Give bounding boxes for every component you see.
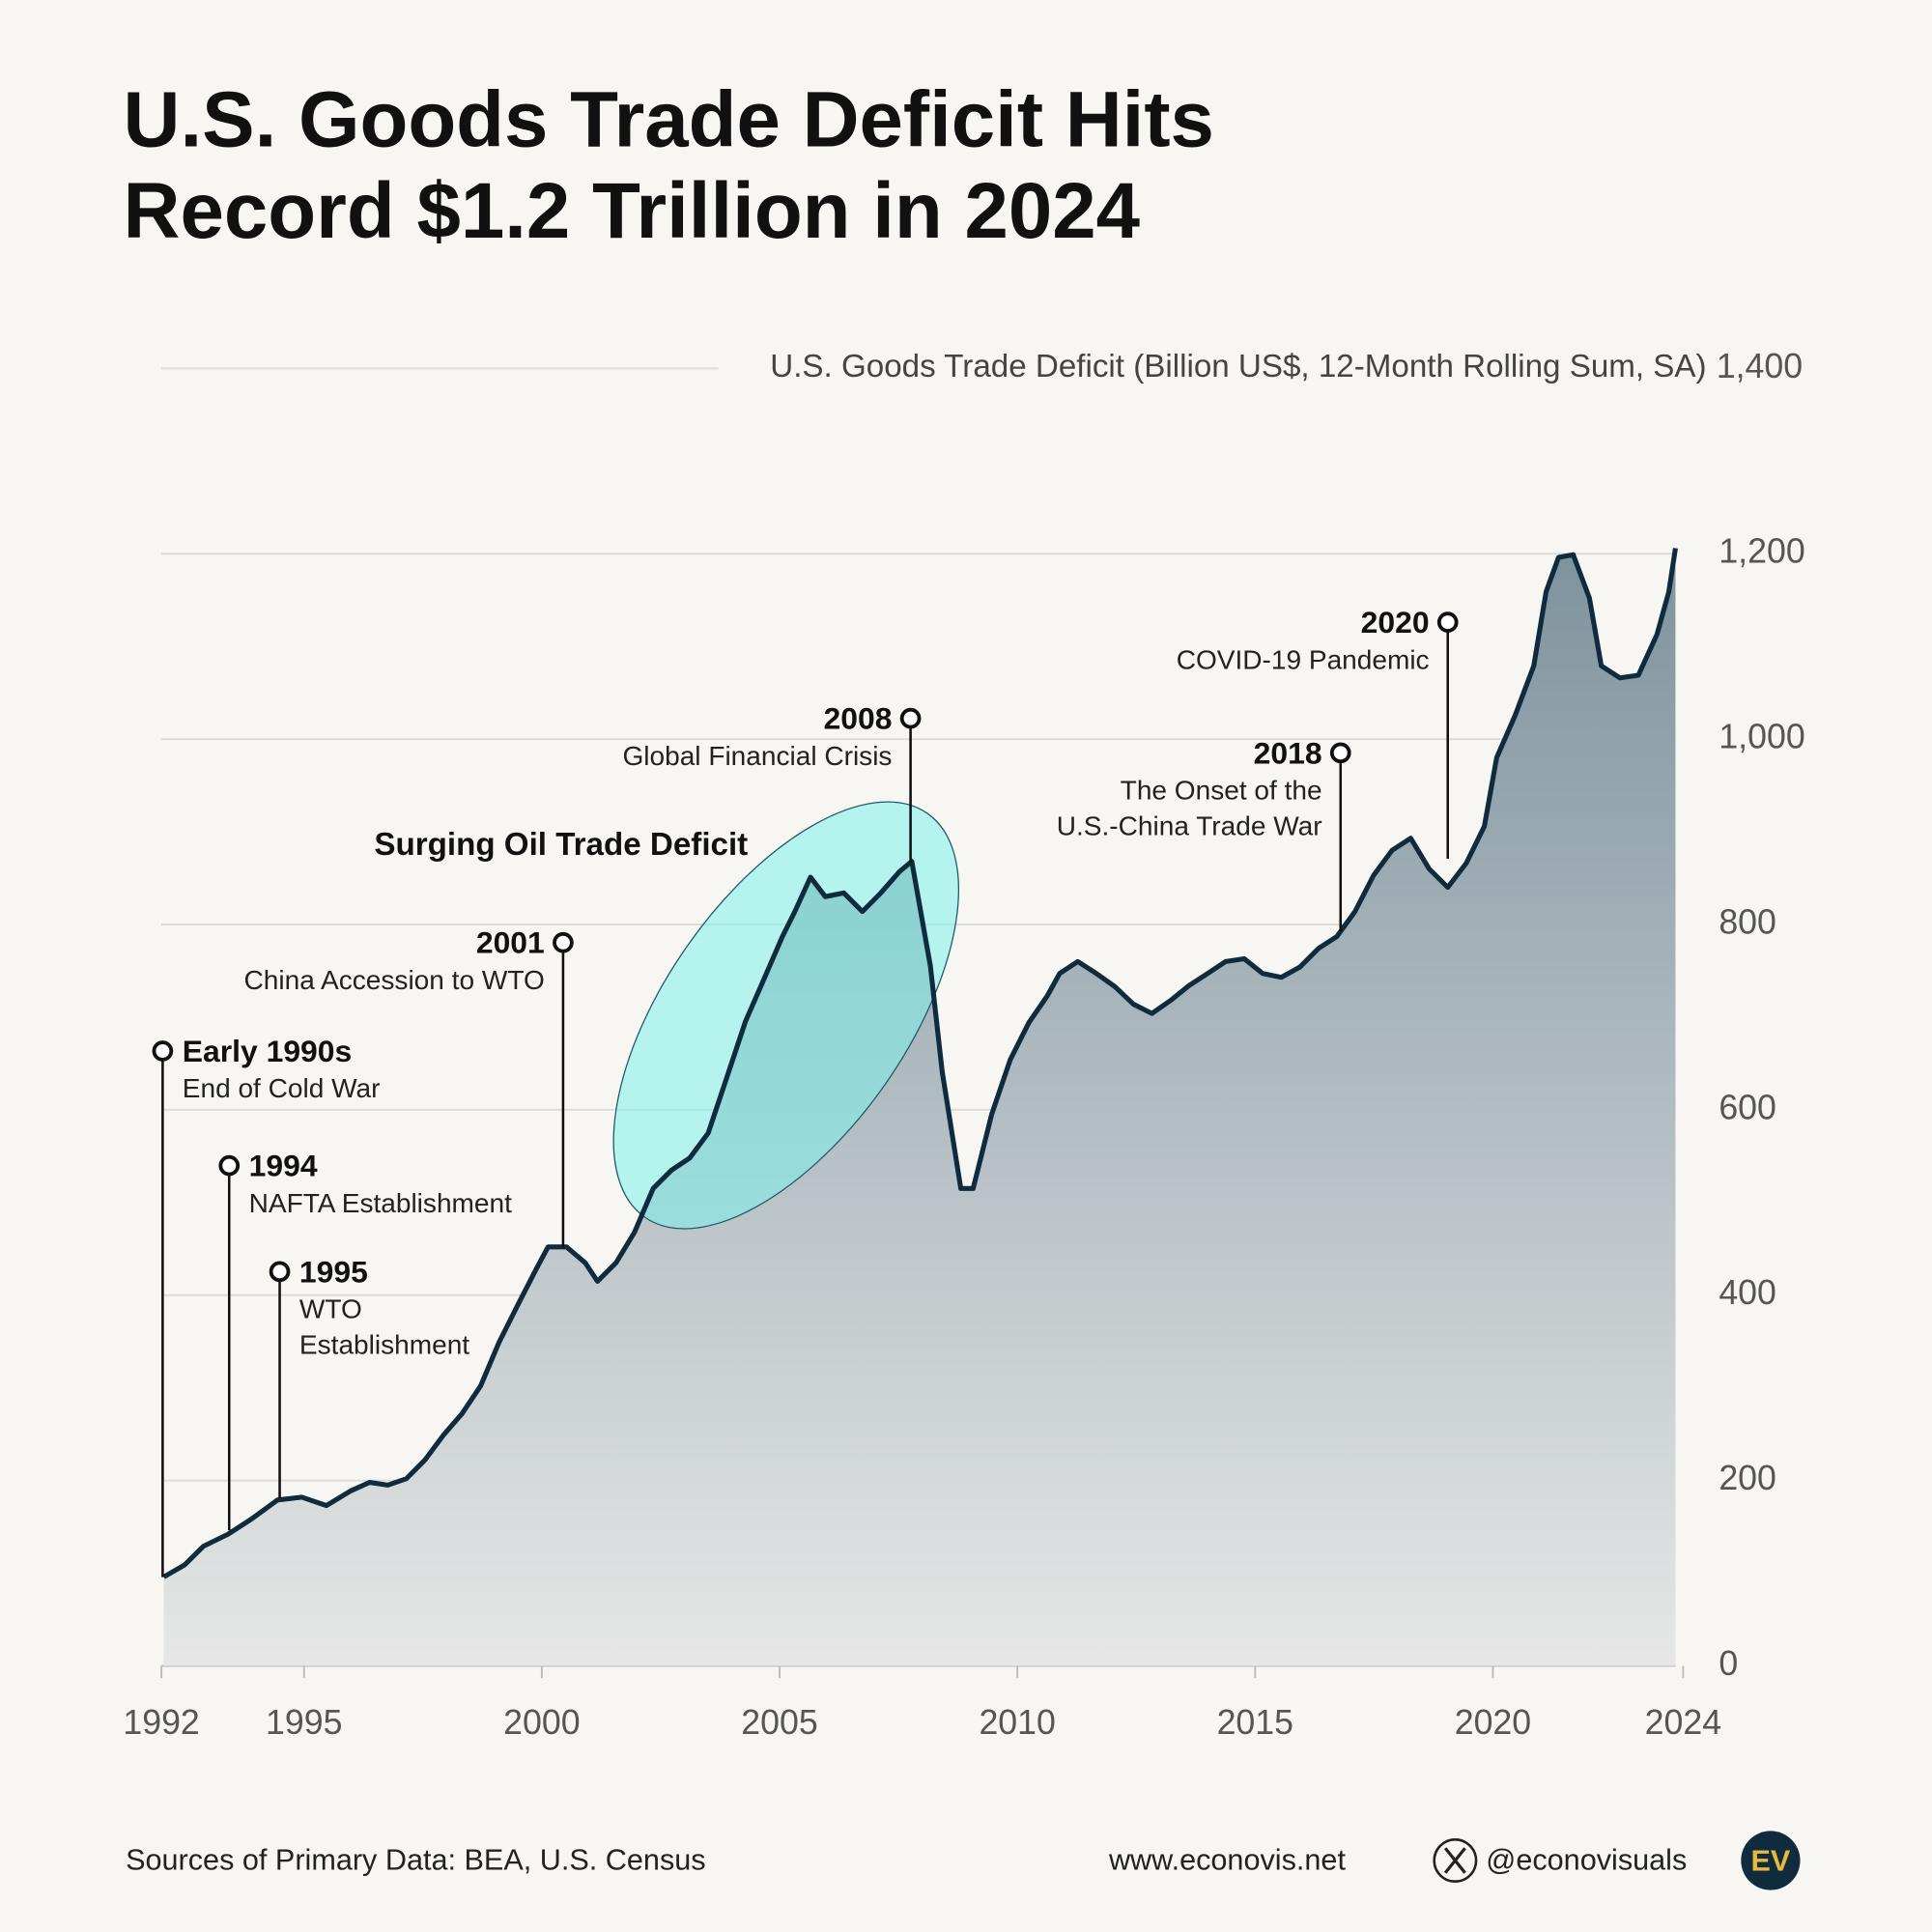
x-tick-label: 2000 bbox=[503, 1703, 580, 1742]
annotation-marker bbox=[1436, 611, 1459, 633]
annotation-marker bbox=[269, 1261, 291, 1283]
y-tick-label: 600 bbox=[1719, 1088, 1776, 1126]
annotation-text: Global Financial Crisis bbox=[622, 741, 892, 771]
annotation-title: Early 1990s bbox=[183, 1034, 352, 1068]
highlight-label: Surging Oil Trade Deficit bbox=[374, 827, 748, 863]
annotation-text: U.S.-China Trade War bbox=[1057, 811, 1322, 841]
annotation-text: Establishment bbox=[299, 1330, 469, 1360]
y-tick-label: 400 bbox=[1719, 1273, 1776, 1312]
annotation-marker bbox=[1329, 742, 1351, 764]
highlight-ellipse bbox=[612, 801, 960, 1230]
annotation-marker bbox=[218, 1154, 241, 1177]
y-tick-label: 200 bbox=[1719, 1459, 1776, 1497]
chart-title: U.S. Goods Trade Deficit Hits bbox=[124, 76, 1214, 164]
logo-text: EV bbox=[1750, 1845, 1790, 1878]
area bbox=[163, 548, 1676, 1666]
social-handle: @econovisuals bbox=[1486, 1843, 1687, 1876]
y-axis-label: U.S. Goods Trade Deficit (Billion US$, 1… bbox=[770, 349, 1706, 384]
annotation-title: 1995 bbox=[299, 1254, 368, 1289]
plot-area: 0 200 400 600 800 1,000 1,200 1,400 1992 1995 2000… bbox=[123, 347, 1804, 1742]
x-icon bbox=[1433, 1838, 1478, 1883]
source: Sources of Primary Data: BEA, U.S. Censu… bbox=[126, 1843, 706, 1876]
website: www.econovis.net bbox=[1108, 1843, 1346, 1876]
annotation-text: NAFTA Establishment bbox=[249, 1188, 512, 1218]
annotation-title: 2020 bbox=[1361, 605, 1430, 639]
annotation-title: 2018 bbox=[1254, 735, 1322, 770]
annotation-marker bbox=[152, 1040, 174, 1062]
annotation-marker bbox=[553, 931, 574, 953]
annotation-text: The Onset of the bbox=[1121, 776, 1322, 806]
annotation-marker bbox=[899, 707, 922, 729]
annotation-text: WTO bbox=[299, 1294, 362, 1324]
annotation-title: 2008 bbox=[824, 701, 893, 736]
y-tick-label: 1,000 bbox=[1719, 718, 1804, 756]
chart-title: Record $1.2 Trillion in 2024 bbox=[124, 167, 1140, 255]
annotation-title: 1994 bbox=[249, 1149, 318, 1183]
logo-badge bbox=[1741, 1831, 1801, 1890]
x-icon-glyph bbox=[1443, 1847, 1466, 1874]
x-tick-label: 2020 bbox=[1455, 1703, 1531, 1742]
x-tick-label: 2024 bbox=[1645, 1703, 1721, 1742]
y-tick-label: 1,200 bbox=[1719, 532, 1804, 571]
y-tick-label: 0 bbox=[1719, 1644, 1738, 1683]
x-tick-label: 2015 bbox=[1217, 1703, 1293, 1742]
x-tick-label: 1992 bbox=[123, 1703, 199, 1742]
line bbox=[162, 548, 1678, 1579]
x-tick-label: 2010 bbox=[979, 1703, 1055, 1742]
annotation-text: End of Cold War bbox=[183, 1073, 381, 1103]
y-tick-label: 1,400 bbox=[1717, 347, 1803, 385]
x-tick-label: 2005 bbox=[741, 1703, 817, 1742]
x-tick-label: 1995 bbox=[266, 1703, 342, 1742]
annotation-text: COVID-19 Pandemic bbox=[1177, 644, 1430, 674]
annotation-text: China Accession to WTO bbox=[244, 965, 545, 995]
annotation-title: 2001 bbox=[476, 925, 545, 960]
y-tick-label: 800 bbox=[1719, 902, 1776, 941]
